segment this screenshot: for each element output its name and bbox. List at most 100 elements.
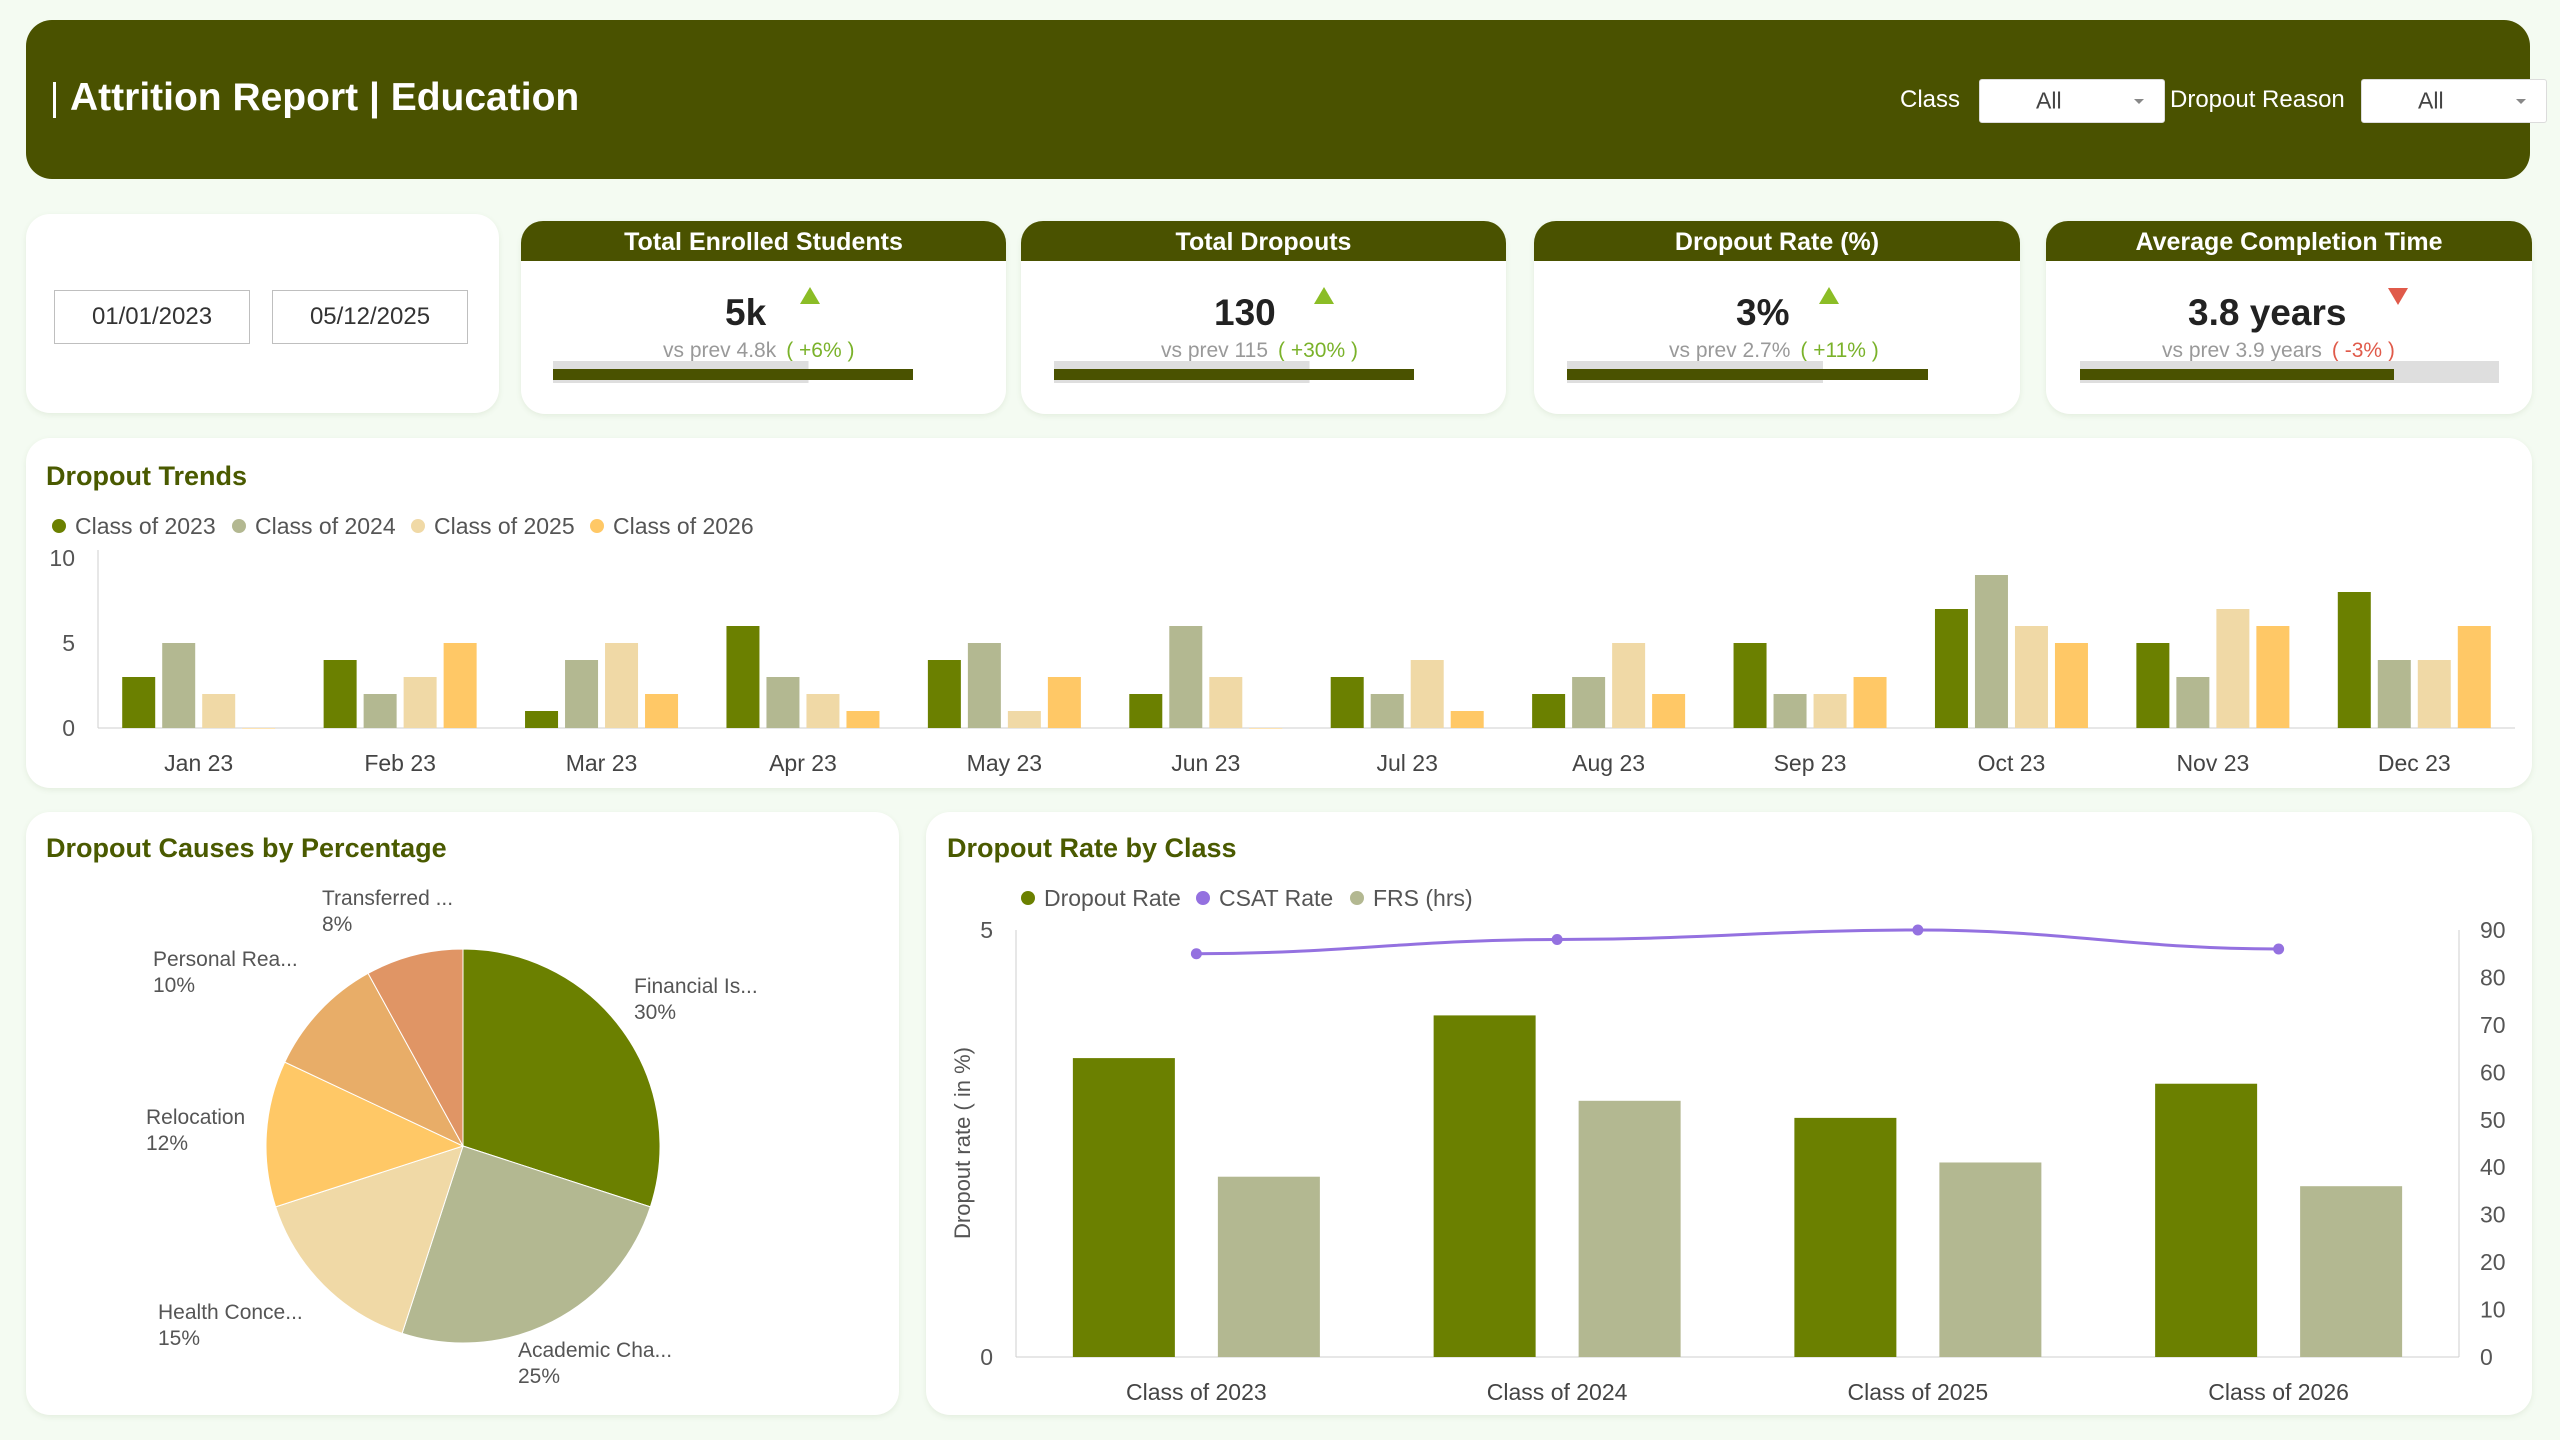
pie-label-percent: 10% [153, 974, 195, 997]
bar-class-of-2026 [2256, 626, 2290, 728]
bar-frs-hrs [1939, 1162, 2042, 1357]
bar-class-of-2026 [2457, 626, 2491, 728]
bar-class-of-2025 [1612, 643, 1646, 728]
bar-class-of-2025 [605, 643, 639, 728]
bar-class-of-2025 [1813, 694, 1847, 728]
kpi-comparison: vs prev 115 ( +30% ) [1161, 339, 1358, 363]
bar-class-of-2026 [1652, 694, 1686, 728]
kpi-delta: ( +6% ) [786, 339, 855, 362]
x-tick-label: Class of 2023 [1126, 1379, 1267, 1405]
point-csat-rate [1912, 924, 1924, 936]
pie-slice [401, 1145, 651, 1344]
kpi-title: Dropout Rate (%) [1534, 221, 2020, 261]
kpi-delta: ( +11% ) [1800, 339, 1879, 362]
bar-class-of-2024 [162, 643, 196, 728]
kpi-value: 3.8 years [2188, 292, 2347, 333]
y2-tick-label: 50 [2480, 1107, 2506, 1133]
start-date-input[interactable]: 01/01/2023 [54, 290, 250, 344]
legend-class-2024[interactable]: Class of 2024 [232, 513, 396, 540]
kpi-title: Average Completion Time [2046, 221, 2532, 261]
dropout-trends-title: Dropout Trends [46, 461, 247, 491]
kpi-title: Total Dropouts [1021, 221, 1506, 261]
kpi-prev-value: vs prev 3.9 years [2162, 339, 2322, 362]
y-tick-label: 5 [980, 917, 993, 943]
kpi-progress-track [553, 361, 940, 383]
pie-label-name: Academic Cha... [518, 1339, 672, 1362]
bar-class-of-2023 [1330, 677, 1364, 728]
point-csat-rate [2273, 943, 2285, 955]
kpi-value: 130 [1214, 292, 1276, 333]
bar-class-of-2025 [806, 694, 840, 728]
legend-class-2026[interactable]: Class of 2026 [590, 513, 754, 540]
dropout-reason-filter-select[interactable]: All [2361, 79, 2547, 123]
trend-up-icon [1314, 287, 1334, 304]
dropout-trends-card [26, 438, 2532, 788]
pie-label-name: Personal Rea... [153, 948, 298, 971]
y2-tick-label: 90 [2480, 917, 2506, 943]
y-tick-label: 5 [62, 630, 75, 656]
kpi-prev-value: vs prev 115 [1161, 339, 1268, 362]
legend-frs-hrs[interactable]: FRS (hrs) [1350, 885, 1473, 912]
legend-dropout-rate[interactable]: Dropout Rate [1021, 885, 1181, 912]
legend-dot [1196, 890, 1210, 905]
pie-label-percent: 12% [146, 1132, 188, 1155]
y2-tick-label: 30 [2480, 1202, 2506, 1228]
legend-csat-rate[interactable]: CSAT Rate [1196, 885, 1333, 912]
kpi-card-total-dropouts: Total Dropouts 130 vs prev 115 ( +30% ) [1021, 221, 1506, 414]
kpi-progress-fill [1054, 369, 1414, 380]
bar-class-of-2023 [927, 660, 961, 728]
pie-slice [275, 1145, 464, 1334]
x-tick-label: Sep 23 [1774, 750, 1847, 776]
pie-slice [284, 972, 465, 1148]
y2-tick-label: 0 [2480, 1344, 2493, 1370]
legend-label: Class of 2024 [255, 513, 396, 539]
bar-class-of-2025 [403, 677, 437, 728]
bar-class-of-2023 [1532, 694, 1566, 728]
pie-label-percent: 8% [322, 913, 352, 936]
legend-class-2025[interactable]: Class of 2025 [411, 513, 575, 540]
bar-class-of-2024 [1974, 575, 2008, 728]
x-tick-label: Aug 23 [1572, 750, 1645, 776]
bar-dropout-rate [1794, 1117, 1897, 1357]
bar-class-of-2024 [2176, 677, 2210, 728]
bar-class-of-2025 [1007, 711, 1041, 728]
bar-class-of-2023 [1934, 609, 1968, 728]
dropout-reason-filter-label: Dropout Reason [2170, 86, 2345, 113]
bar-class-of-2025 [202, 694, 236, 728]
legend-class-2023[interactable]: Class of 2023 [52, 513, 216, 540]
bar-class-of-2023 [2136, 643, 2170, 728]
bar-class-of-2026 [242, 728, 276, 729]
bar-frs-hrs [2300, 1186, 2403, 1357]
legend-label: Class of 2025 [434, 513, 575, 539]
bar-class-of-2023 [2337, 592, 2371, 728]
header-bar: Attrition Report | Education Class All D… [26, 20, 2547, 179]
bar-class-of-2026 [1853, 677, 1887, 728]
x-tick-label: Class of 2026 [2208, 1379, 2349, 1405]
bar-class-of-2025 [2014, 626, 2048, 728]
y-axis-title: Dropout rate ( in %) [950, 1047, 975, 1239]
bar-frs-hrs [1217, 1176, 1320, 1357]
bar-class-of-2026 [2054, 643, 2088, 728]
kpi-title: Total Enrolled Students [521, 221, 1006, 261]
x-tick-label: May 23 [967, 750, 1042, 776]
class-filter-select[interactable]: All [1979, 79, 2165, 123]
page-title: Attrition Report | Education [70, 76, 580, 119]
pie-label-name: Financial Is... [634, 975, 758, 998]
y2-tick-label: 80 [2480, 964, 2506, 990]
legend-dot [232, 518, 246, 533]
pie-slice [265, 1061, 465, 1208]
legend-dot [590, 518, 604, 533]
bar-class-of-2024 [766, 677, 800, 728]
bar-class-of-2023 [1733, 643, 1767, 728]
legend-label: FRS (hrs) [1373, 885, 1473, 911]
kpi-card-dropout-rate: Dropout Rate (%) 3% vs prev 2.7% ( +11% ) [1534, 221, 2020, 414]
bar-class-of-2025 [1410, 660, 1444, 728]
trend-up-icon [1819, 287, 1839, 304]
y-tick-label: 0 [62, 715, 75, 741]
end-date-input[interactable]: 05/12/2025 [272, 290, 468, 344]
point-csat-rate [1190, 948, 1202, 960]
x-tick-label: Apr 23 [769, 750, 837, 776]
x-tick-label: Nov 23 [2176, 750, 2249, 776]
x-tick-label: Jan 23 [164, 750, 233, 776]
